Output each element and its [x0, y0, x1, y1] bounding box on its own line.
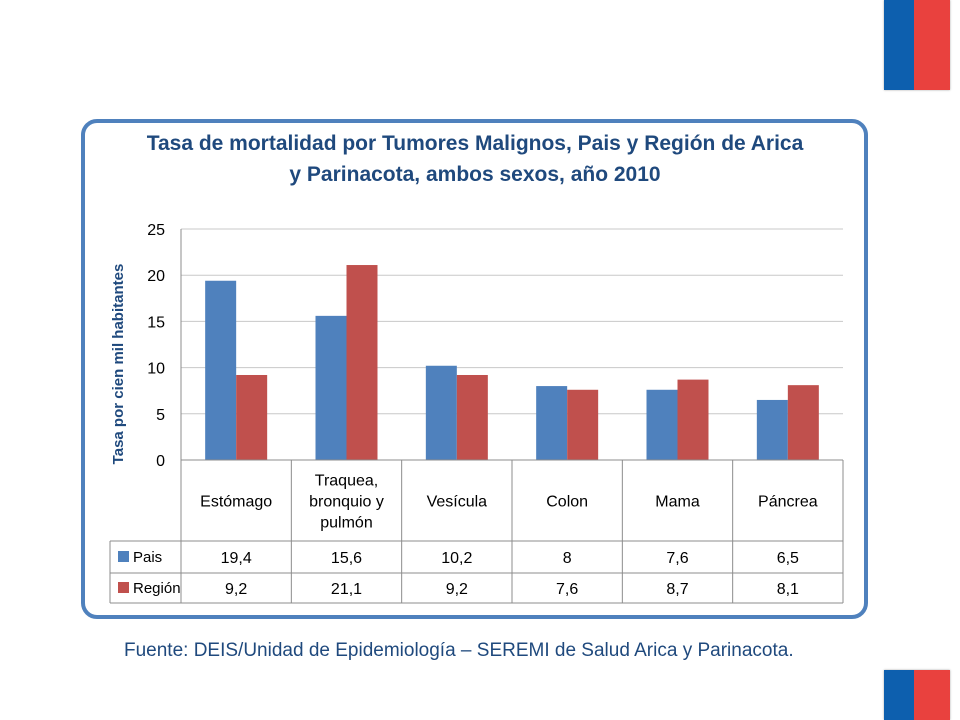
data-label: 7,6	[666, 550, 688, 567]
data-label: 9,2	[225, 581, 247, 598]
bar-pais	[646, 389, 678, 460]
y-tick-label: 15	[147, 314, 165, 331]
bar-pais	[536, 386, 568, 460]
bar-pais	[425, 365, 457, 460]
bar-pais	[205, 280, 237, 460]
x-tick-label: Colon	[546, 494, 588, 511]
data-label: 19,4	[221, 550, 252, 567]
bar-region	[456, 374, 488, 460]
bar-pais	[315, 315, 347, 460]
legend-label: Pais	[133, 549, 162, 566]
legend-label: Región	[133, 580, 181, 597]
legend-swatch-pais	[118, 551, 129, 562]
bar-region	[567, 389, 599, 460]
bar-region	[236, 374, 268, 460]
data-label: 8,7	[666, 581, 688, 598]
data-label: 8,1	[777, 581, 799, 598]
x-tick-label: Vesícula	[427, 494, 488, 511]
flag-blue-stripe	[884, 0, 914, 90]
x-tick-label: Páncrea	[758, 494, 818, 511]
y-tick-label: 25	[147, 222, 165, 239]
legend-swatch-region	[118, 582, 129, 593]
y-axis-title: Tasa por cien mil habitantes	[110, 264, 127, 465]
data-label: 15,6	[331, 550, 362, 567]
data-label: 7,6	[556, 581, 578, 598]
y-tick-label: 10	[147, 361, 165, 378]
x-tick-label: bronquio y	[309, 494, 384, 511]
y-tick-label: 20	[147, 268, 165, 285]
bar-region	[677, 379, 709, 460]
x-tick-label: Traquea,	[315, 473, 378, 490]
x-tick-label: Mama	[655, 494, 700, 511]
data-label: 9,2	[446, 581, 468, 598]
data-label: 6,5	[777, 550, 799, 567]
flag-blue-stripe	[884, 670, 914, 720]
x-tick-label: pulmón	[320, 515, 372, 532]
data-label: 21,1	[331, 581, 362, 598]
source-note: Fuente: DEIS/Unidad de Epidemiología – S…	[124, 640, 794, 661]
flag-red-stripe	[914, 670, 950, 720]
bar-region	[346, 265, 378, 460]
flag-red-stripe	[914, 0, 950, 90]
data-label: 8	[563, 550, 572, 567]
bar-region	[787, 385, 819, 460]
data-label: 10,2	[441, 550, 472, 567]
y-tick-label: 0	[156, 453, 165, 470]
chart-title: Tasa de mortalidad por Tumores Malignos,…	[146, 132, 804, 186]
x-tick-label: Estómago	[200, 494, 272, 511]
bar-pais	[756, 399, 788, 460]
flag-bottom-right	[884, 670, 950, 720]
flag-top-right	[884, 0, 950, 90]
y-tick-label: 5	[156, 407, 165, 424]
